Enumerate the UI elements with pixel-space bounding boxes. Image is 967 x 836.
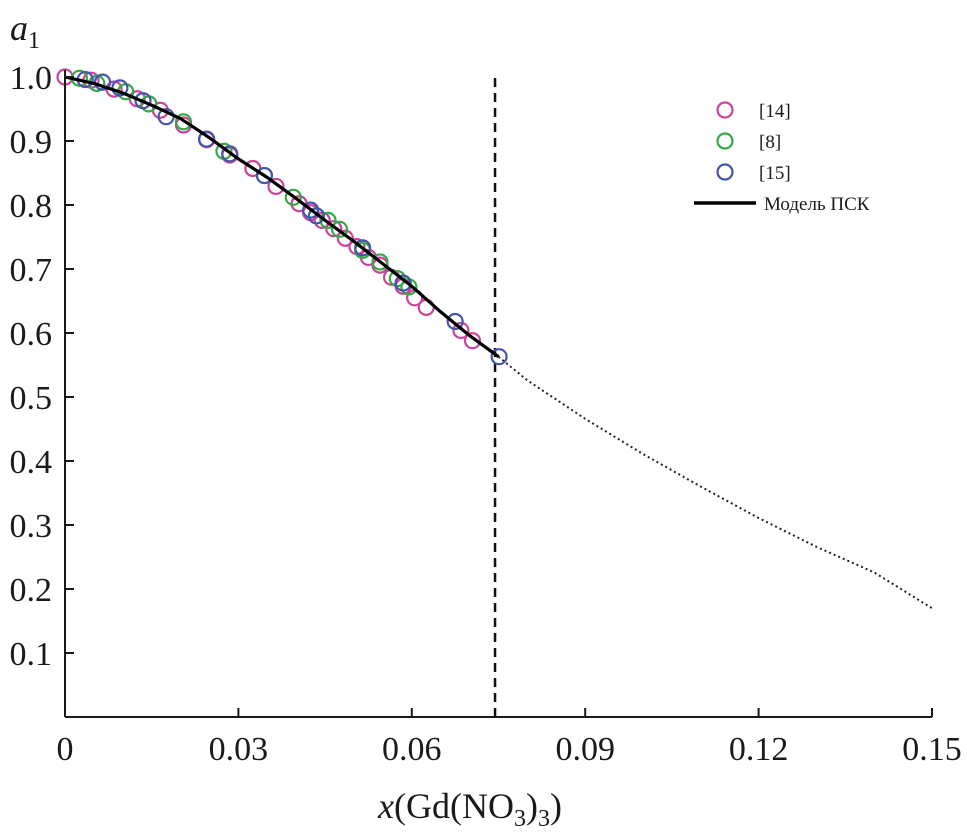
legend-label: [14] [759,101,791,122]
legend-label: [8] [759,132,781,153]
data-point-8 [319,211,337,229]
y-axis-title: a1 [10,8,40,54]
extrapolation-dotted-line [497,355,933,610]
y-tick-label: 1.0 [10,60,53,97]
data-point-15 [134,92,152,110]
ticks: 0 0.03 0.06 0.09 0.12 0.15 0.1 0.2 0.3 0.4 0.5 0.6 0… [10,60,962,768]
legend-marker [716,132,734,150]
y-tick-label: 0.5 [10,380,53,417]
x-axis-title-sub1: 3 [514,806,526,832]
y-tick-label: 0.6 [10,316,53,353]
x-axis-title-mid: ) [526,786,538,826]
data-point-15 [302,201,320,219]
y-tick-label: 0.3 [10,508,53,545]
data-point-15 [198,130,216,148]
data-point-14 [267,177,285,196]
x-axis-title-var: x [377,786,394,826]
data-point-15 [394,274,412,292]
data-point-15 [354,239,372,257]
x-axis-title-sub2: 3 [538,806,550,832]
data-point-15 [255,166,274,185]
x-tick-label: 0 [57,731,74,768]
x-tick-label: 0.09 [555,731,615,768]
data-point-15 [446,312,464,331]
data-point-15 [490,348,508,366]
plot-area [56,68,933,717]
data-point-8 [284,188,302,206]
legend-label: Модель ПСК [764,194,870,215]
axes [64,70,932,718]
x-tick-label: 0.06 [382,731,442,768]
data-point-8 [330,220,349,238]
legend: [14] [8] [15] Модель ПСК [694,101,870,215]
y-tick-label: 0.9 [10,124,53,161]
y-tick-label: 0.4 [10,444,53,481]
data-point-15 [307,207,326,225]
y-axis-title-var: a [10,8,28,48]
y-tick-label: 0.2 [10,572,53,609]
y-tick-label: 0.1 [10,636,53,673]
data-point-14 [463,332,482,350]
y-tick-label: 0.7 [10,252,53,289]
x-axis-title: x(Gd(NO3)3) [377,786,562,832]
legend-marker [716,101,734,119]
x-axis-title-close: ) [550,786,562,826]
x-tick-label: 0.15 [902,731,962,768]
data-point-14 [452,321,470,340]
legend-label: [15] [759,163,791,184]
model-line [64,75,500,358]
x-tick-label: 0.12 [729,731,789,768]
data-point-14 [336,229,354,247]
y-tick-label: 0.8 [10,188,53,225]
y-axis-title-sub: 1 [28,28,40,54]
x-tick-label: 0.03 [209,731,269,768]
data-point-8 [174,113,193,131]
data-point-8 [371,253,389,271]
data-point-15 [221,145,239,163]
legend-marker [716,163,734,181]
x-axis-title-open: (Gd(NO [394,786,514,826]
